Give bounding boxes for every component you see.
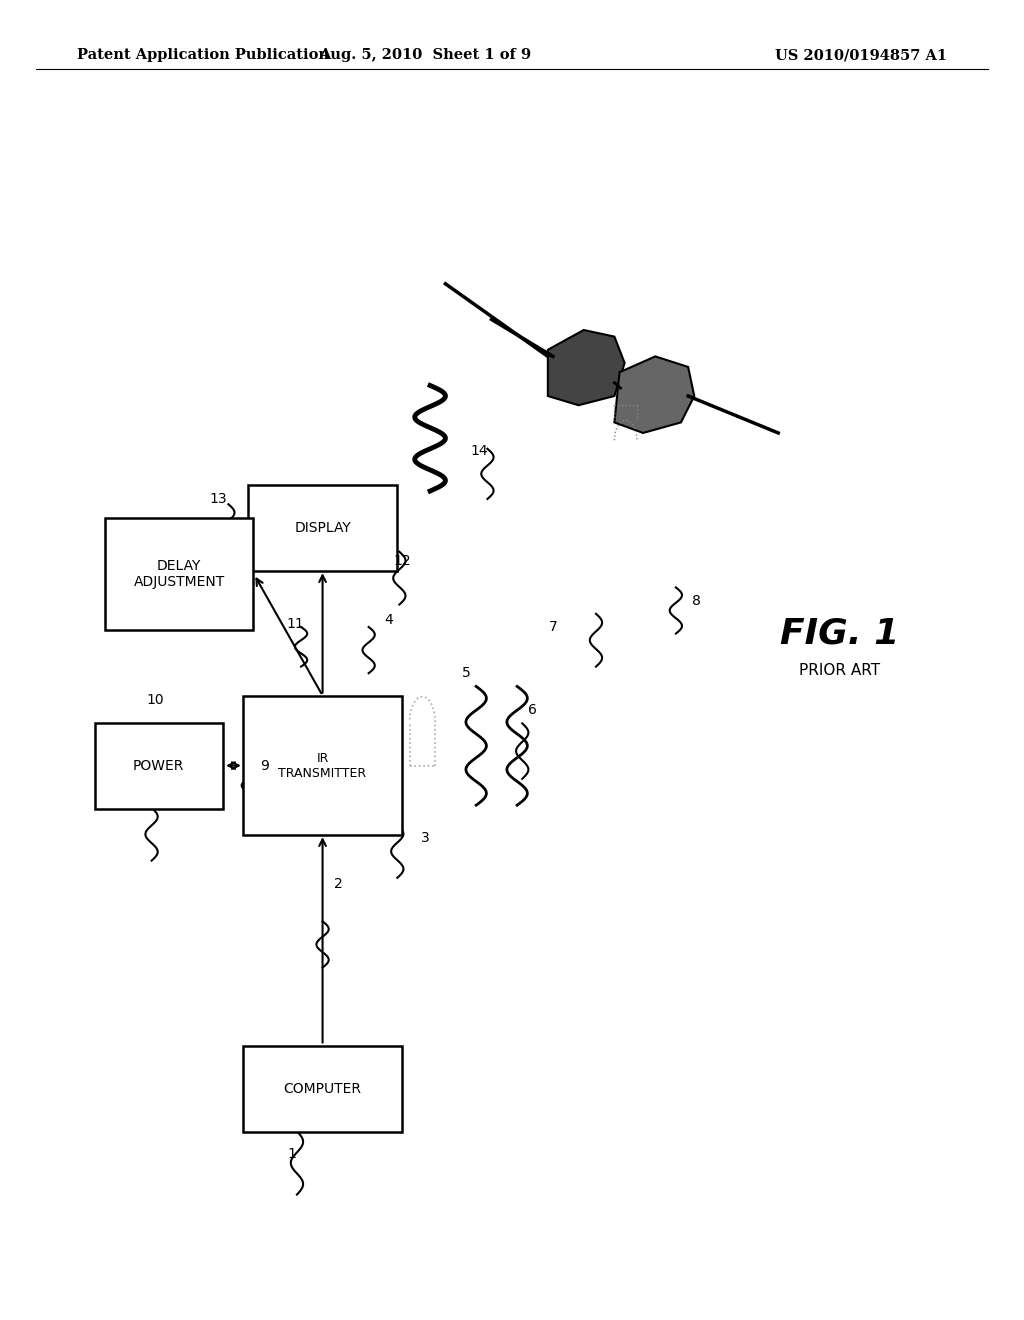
Text: PRIOR ART: PRIOR ART — [799, 663, 881, 678]
Text: 7: 7 — [549, 620, 557, 634]
Text: 10: 10 — [146, 693, 165, 706]
Text: 5: 5 — [462, 667, 470, 680]
FancyBboxPatch shape — [94, 723, 223, 808]
Text: 1: 1 — [288, 1147, 296, 1160]
Text: 8: 8 — [692, 594, 700, 607]
Text: FIG. 1: FIG. 1 — [780, 616, 899, 651]
FancyBboxPatch shape — [104, 519, 254, 631]
Text: DISPLAY: DISPLAY — [294, 521, 351, 535]
Text: IR
TRANSMITTER: IR TRANSMITTER — [279, 751, 367, 780]
Text: 11: 11 — [286, 618, 304, 631]
Text: 9: 9 — [260, 759, 268, 772]
FancyBboxPatch shape — [244, 697, 401, 836]
Text: 3: 3 — [421, 832, 429, 845]
FancyBboxPatch shape — [248, 484, 396, 570]
Polygon shape — [548, 330, 625, 405]
Text: COMPUTER: COMPUTER — [284, 1082, 361, 1096]
Text: Aug. 5, 2010  Sheet 1 of 9: Aug. 5, 2010 Sheet 1 of 9 — [318, 49, 531, 62]
Text: Patent Application Publication: Patent Application Publication — [77, 49, 329, 62]
Polygon shape — [614, 356, 694, 433]
Text: 2: 2 — [334, 878, 342, 891]
Text: 6: 6 — [528, 704, 537, 717]
Text: 13: 13 — [209, 492, 227, 506]
FancyBboxPatch shape — [244, 1045, 401, 1133]
Text: DELAY
ADJUSTMENT: DELAY ADJUSTMENT — [133, 560, 225, 589]
Text: 4: 4 — [385, 614, 393, 627]
Text: 14: 14 — [470, 445, 488, 458]
Text: US 2010/0194857 A1: US 2010/0194857 A1 — [775, 49, 947, 62]
Text: 12: 12 — [393, 554, 412, 568]
Text: POWER: POWER — [133, 759, 184, 772]
